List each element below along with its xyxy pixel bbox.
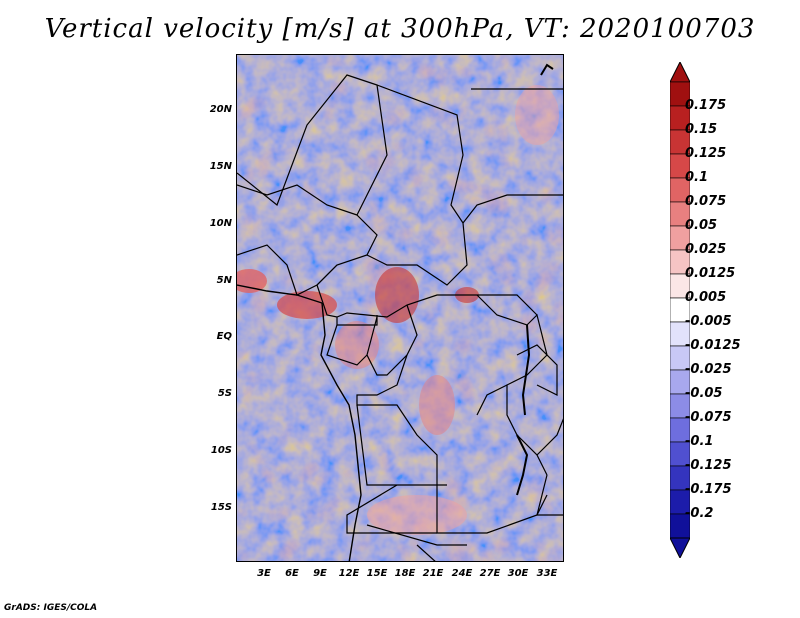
colorbar-level-label: -0.2 (685, 506, 714, 521)
velocity-field (237, 55, 563, 561)
colorbar-level-label: -0.05 (685, 386, 723, 401)
lat-label: EQ (216, 331, 232, 342)
colorbar-level-label: 0.15 (685, 122, 718, 137)
lat-label: 20N (209, 104, 232, 115)
colorbar-level-label: -0.1 (685, 434, 714, 449)
lon-label: 21E (422, 568, 444, 579)
lat-label: 15S (210, 502, 232, 513)
lat-label: 5S (217, 388, 232, 399)
colorbar-top-arrow (670, 62, 690, 83)
coastline (237, 63, 554, 561)
colorbar-level-label: 0.1 (685, 170, 709, 185)
lon-label: 9E (313, 568, 327, 579)
colorbar-level-label: -0.125 (685, 458, 732, 473)
lat-label: 10N (209, 218, 232, 229)
colorbar-level-label: -0.005 (685, 314, 732, 329)
colorbar-level-label: -0.0125 (685, 338, 741, 353)
colorbar-level-label: 0.05 (685, 218, 718, 233)
colorbar-level-label: 0.005 (685, 290, 727, 305)
lat-label: 15N (209, 161, 232, 172)
lon-label: 30E (507, 568, 529, 579)
lat-label: 5N (216, 275, 232, 286)
lon-label: 12E (338, 568, 360, 579)
lon-label: 18E (394, 568, 416, 579)
colorbar (670, 62, 690, 558)
lon-label: 27E (479, 568, 501, 579)
chart-title: Vertical velocity [m/s] at 300hPa, VT: 2… (44, 14, 756, 44)
lon-label: 33E (536, 568, 558, 579)
lat-label: 10S (210, 445, 232, 456)
footer-credit: GrADS: IGES/COLA (4, 603, 98, 613)
colorbar-level-label: 0.125 (685, 146, 727, 161)
colorbar-level-label: 0.0125 (685, 266, 736, 281)
colorbar-level-label: 0.075 (685, 194, 727, 209)
lon-label: 6E (285, 568, 299, 579)
map-panel (236, 54, 564, 562)
colorbar-level-label: -0.025 (685, 362, 732, 377)
colorbar-level-label: 0.175 (685, 98, 727, 113)
colorbar-level-label: -0.075 (685, 410, 732, 425)
colorbar-level-label: 0.025 (685, 242, 727, 257)
lon-label: 15E (366, 568, 388, 579)
lon-label: 3E (257, 568, 271, 579)
colorbar-bottom-arrow (670, 537, 690, 558)
lon-label: 24E (451, 568, 473, 579)
colorbar-level-label: -0.175 (685, 482, 732, 497)
